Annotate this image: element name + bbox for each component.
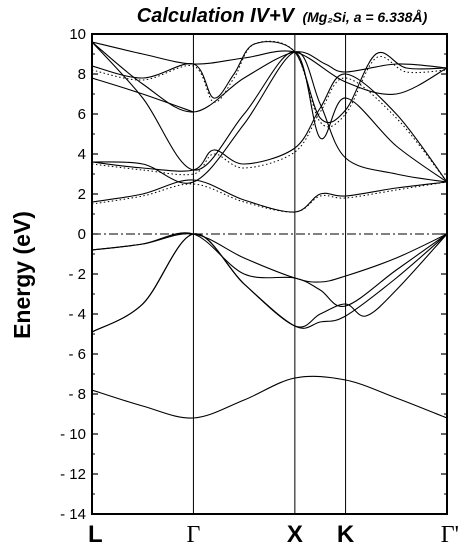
kpoint-label: L: [88, 521, 103, 548]
band-line: [92, 375, 447, 419]
band-line: [92, 233, 447, 283]
y-tick-label: - 6: [68, 346, 86, 363]
band-line: [92, 233, 447, 333]
band-line: [92, 41, 447, 124]
band-line: [92, 73, 447, 183]
y-tick-label: - 10: [60, 426, 86, 443]
chart-title-sub: (Mg₂Si, a = 6.338Å): [302, 9, 427, 25]
chart-title: Calculation IV+V (Mg₂Si, a = 6.338Å): [137, 5, 428, 27]
svg-text:Calculation IV+V (Mg₂Si,: Calculation IV+V (Mg₂Si, a = 6.338Å): [137, 5, 428, 27]
plot-area: [91, 33, 448, 515]
kpoint-label: K: [337, 521, 355, 548]
y-tick-label: - 2: [68, 266, 86, 283]
band-line: [92, 179, 447, 213]
y-tick-label: 6: [78, 106, 86, 123]
y-tick-label: 2: [78, 186, 86, 203]
band-line: [92, 77, 194, 113]
kpoint-label: Γ: [186, 522, 200, 548]
y-tick-label: - 12: [60, 466, 86, 483]
k-point-labels: L Γ X K Γ': [88, 521, 459, 548]
y-tick-label: 8: [78, 66, 86, 83]
band-line-dotted: [92, 77, 447, 183]
band-line-dotted: [92, 181, 447, 213]
y-tick-label: - 8: [68, 386, 86, 403]
band-line: [92, 51, 447, 184]
band-line: [92, 232, 447, 307]
y-tick-label: 10: [69, 26, 86, 43]
plot-frame: [91, 33, 448, 515]
y-axis-ticks: 10 8 6 4 2 0 - 2 - 4 - 6 - 8 - 10 - 12 - 14: [60, 26, 447, 523]
y-axis-label: Energy (eV): [9, 211, 35, 339]
band-line-dotted: [92, 40, 447, 128]
y-tick-label: - 14: [60, 506, 86, 523]
y-tick-label: 0: [78, 226, 86, 243]
band-line: [92, 41, 447, 95]
kpoint-label: Γ': [441, 522, 459, 548]
chart-title-main: Calculation IV+V: [137, 5, 296, 27]
band-line: [92, 233, 447, 333]
y-tick-label: 4: [78, 146, 86, 163]
kpoint-label: X: [287, 521, 303, 548]
y-tick-label: - 4: [68, 306, 86, 323]
